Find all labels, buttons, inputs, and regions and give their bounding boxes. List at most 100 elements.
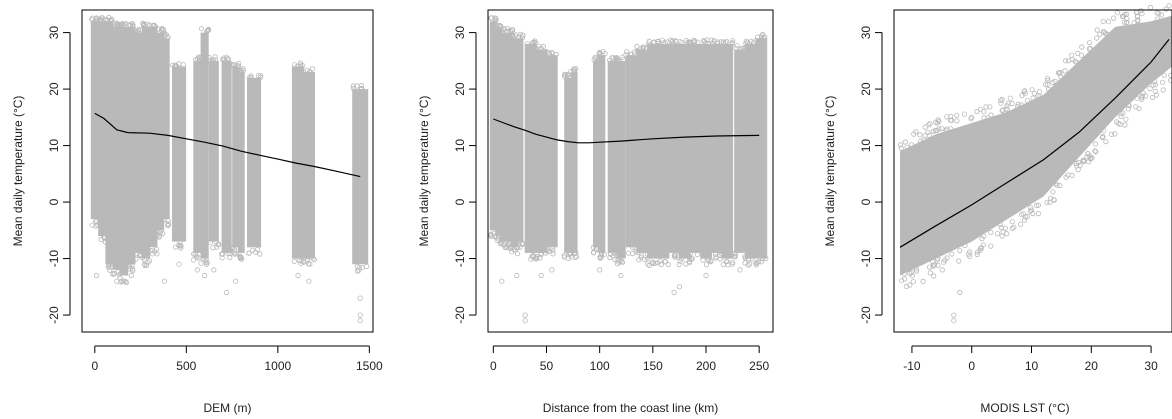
outlier-point (597, 267, 603, 273)
x-tick-label: 1000 (264, 359, 291, 373)
scatter-point (528, 256, 534, 262)
scatter-point (1168, 77, 1172, 83)
scatter-point (304, 258, 310, 264)
scatter-point (221, 55, 227, 61)
scatter-point (662, 258, 668, 265)
scatter-point (665, 261, 671, 268)
scatter-point (130, 267, 136, 274)
scatter-point (1017, 221, 1024, 227)
scatter-point (311, 257, 317, 263)
y-tick-label: 0 (47, 198, 61, 205)
scatter-point (998, 97, 1004, 104)
scatter-point (92, 218, 99, 224)
scatter-point (1043, 82, 1049, 88)
scatter-point (227, 254, 233, 261)
scatter-point (257, 251, 263, 257)
point-column (352, 89, 369, 265)
scatter-point (1115, 120, 1121, 127)
scatter-point (737, 46, 744, 52)
y-tick-label: 10 (859, 139, 873, 153)
scatter-point (957, 248, 963, 254)
scatter-point (987, 104, 993, 110)
scatter-point (1051, 197, 1057, 203)
scatter-point (620, 57, 626, 63)
point-column (564, 77, 572, 253)
scatter-point (977, 106, 984, 112)
scatter-point (686, 254, 693, 260)
scatter-point (354, 83, 360, 89)
scatter-point (257, 74, 264, 80)
scatter-point (1121, 19, 1127, 25)
scatter-point (506, 245, 512, 251)
dem-axes: 0 500 1000 1500 -20 -10 0 10 20 30 (47, 26, 383, 373)
scatter-point (943, 128, 949, 134)
scatter-point (902, 139, 908, 145)
y-tick-label: 20 (859, 82, 873, 96)
scatter-point (499, 27, 505, 33)
dem-y-axis-label: Mean daily temperature (°C) (11, 96, 25, 247)
scatter-point (350, 85, 356, 92)
outlier-point (176, 261, 182, 267)
x-tick-label: 150 (643, 359, 663, 373)
scatter-point (180, 62, 186, 68)
scatter-point (703, 261, 710, 268)
scatter-point (1011, 224, 1017, 230)
point-column (98, 21, 107, 236)
point-column (105, 21, 114, 265)
scatter-point (1148, 4, 1154, 11)
scatter-point (229, 62, 235, 69)
scatter-point (1149, 94, 1156, 101)
scatter-point (1024, 213, 1030, 219)
scatter-point (1152, 82, 1159, 88)
scatter-point (749, 255, 755, 262)
scatter-point (1000, 229, 1006, 235)
scatter-point (532, 45, 539, 52)
scatter-point (1069, 52, 1075, 58)
scatter-point (165, 34, 171, 40)
scatter-point (677, 258, 683, 264)
scatter-point (210, 57, 216, 63)
outlier-point (514, 272, 520, 279)
scatter-point (291, 258, 297, 264)
scatter-point (210, 245, 216, 251)
scatter-point (1075, 167, 1081, 173)
scatter-point (931, 273, 937, 279)
scatter-point (550, 251, 556, 257)
scatter-point (309, 66, 316, 72)
point-column (193, 60, 202, 253)
scatter-point (1044, 199, 1050, 205)
scatter-point (747, 261, 753, 267)
scatter-point (298, 63, 304, 69)
scatter-point (1136, 106, 1142, 112)
scatter-point (968, 114, 975, 120)
scatter-point (561, 252, 567, 258)
scatter-point (708, 37, 715, 43)
scatter-point (354, 263, 360, 269)
x-tick-label: 0 (490, 359, 497, 373)
point-column (221, 60, 232, 253)
scatter-point (659, 37, 666, 43)
scatter-point (133, 256, 139, 262)
outlier-point (306, 278, 312, 284)
scatter-point (703, 40, 709, 46)
scatter-point (255, 246, 261, 252)
point-column (593, 60, 600, 248)
scatter-point (533, 255, 540, 262)
scatter-point (1014, 103, 1021, 110)
outlier-point (951, 318, 957, 324)
scatter-point (194, 255, 200, 261)
point-column (668, 43, 680, 253)
scatter-point (676, 261, 682, 268)
scatter-point (974, 251, 980, 258)
scatter-point (712, 251, 719, 257)
scatter-point (936, 126, 942, 132)
outlier-point (357, 318, 363, 324)
outlier-point (1100, 18, 1106, 24)
scatter-point (908, 269, 915, 276)
scatter-point (524, 41, 530, 47)
scatter-point (1118, 111, 1124, 117)
scatter-point (165, 218, 171, 224)
point-column (570, 72, 578, 253)
scatter-point (748, 38, 754, 45)
scatter-point (310, 256, 316, 262)
